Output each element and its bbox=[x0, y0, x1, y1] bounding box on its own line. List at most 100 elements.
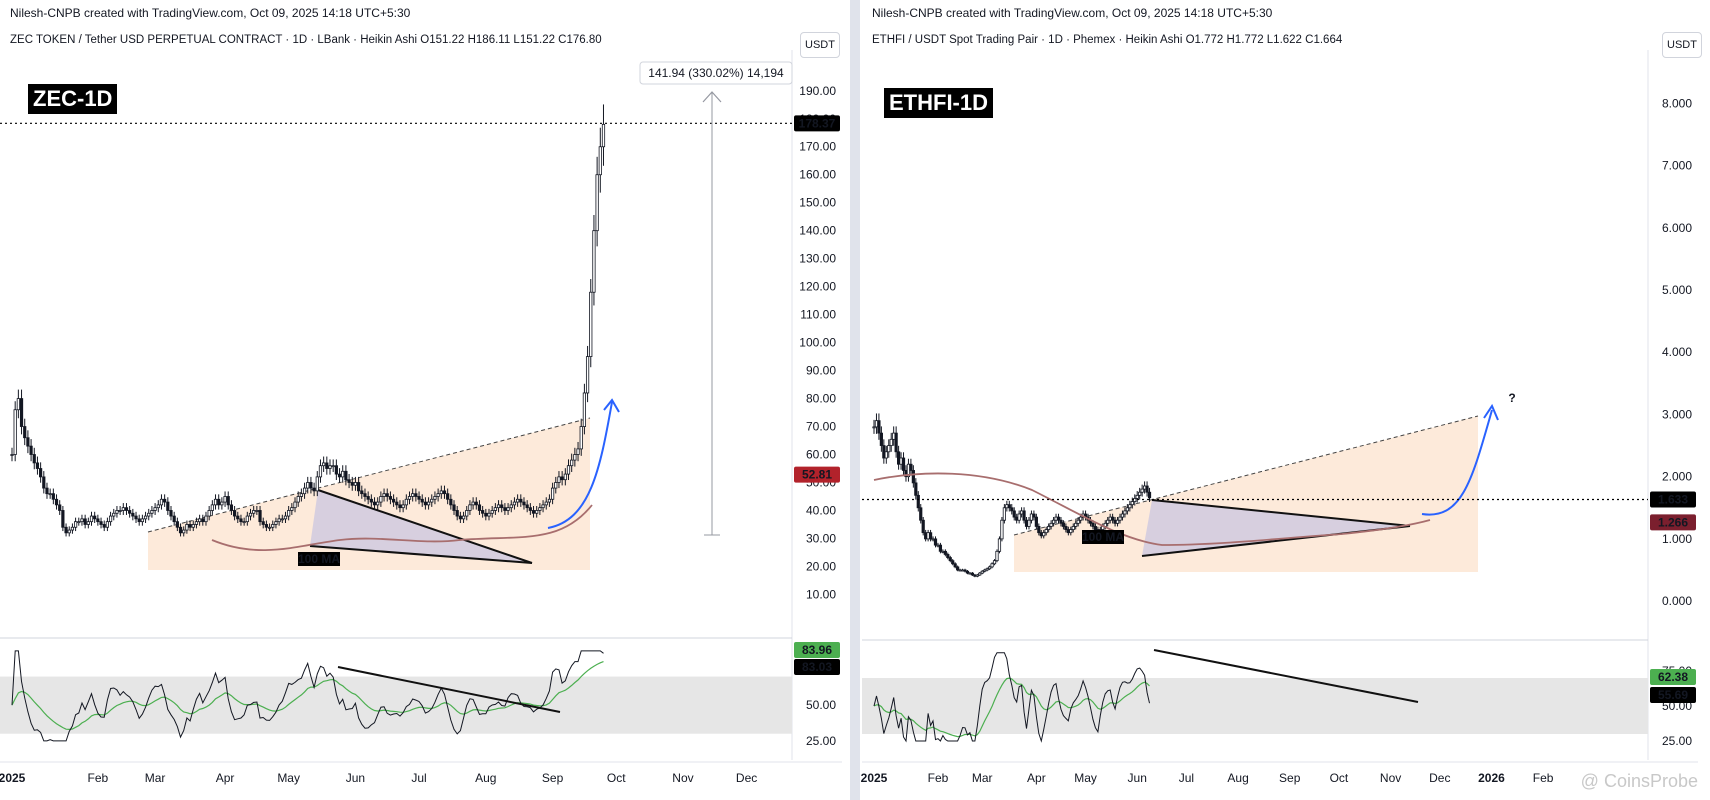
candle-body bbox=[948, 557, 952, 562]
candle-body bbox=[395, 501, 399, 506]
candle-body bbox=[236, 515, 240, 520]
time-tick-label: Sep bbox=[542, 771, 564, 785]
candle-body bbox=[1091, 522, 1095, 527]
candle-body bbox=[953, 563, 957, 568]
candle-body bbox=[872, 426, 876, 429]
currency-button[interactable]: USDT bbox=[1662, 32, 1702, 58]
candle-body bbox=[963, 569, 967, 572]
candle-body bbox=[19, 398, 24, 427]
candle-body bbox=[1064, 526, 1068, 530]
candle-body bbox=[1113, 519, 1117, 524]
candle-body bbox=[1118, 516, 1122, 521]
candle-body bbox=[1147, 491, 1152, 499]
candle-body bbox=[191, 524, 195, 528]
candle-body bbox=[938, 544, 943, 552]
rsi-badge bbox=[794, 642, 840, 658]
candle-body bbox=[1140, 488, 1144, 493]
watermark: @ CoinsProbe bbox=[1580, 771, 1698, 791]
candle-body bbox=[299, 493, 303, 497]
currency-button[interactable]: USDT bbox=[800, 32, 840, 58]
candle-body bbox=[93, 515, 97, 520]
projection-arrow bbox=[1421, 409, 1493, 516]
price-badge-text: 52.81 bbox=[802, 468, 832, 482]
candle-body bbox=[1125, 507, 1129, 512]
candle-body bbox=[1128, 504, 1132, 509]
candle-body bbox=[255, 510, 259, 512]
candle-body bbox=[134, 515, 138, 520]
candle-body bbox=[547, 498, 552, 503]
rsi-badge bbox=[1650, 669, 1696, 685]
price-tick-label: 6.000 bbox=[1662, 221, 1692, 235]
candle-body bbox=[879, 432, 883, 446]
price-tick-label: 3.000 bbox=[1662, 407, 1692, 421]
candle-body bbox=[83, 518, 87, 525]
candle-body bbox=[23, 426, 27, 439]
candle-body bbox=[271, 524, 275, 528]
candle-body bbox=[296, 496, 300, 503]
candle-body bbox=[118, 510, 122, 512]
candle-body bbox=[210, 504, 214, 511]
time-tick-label: Apr bbox=[216, 771, 235, 785]
candle-body bbox=[293, 501, 297, 509]
candle-body bbox=[990, 563, 994, 568]
candle-body bbox=[115, 510, 119, 514]
time-tick-label: Aug bbox=[1227, 771, 1248, 785]
price-tick-label: 10.00 bbox=[806, 587, 836, 601]
rsi-badge-text: 83.96 bbox=[802, 643, 832, 657]
candle-body bbox=[1049, 522, 1053, 527]
candle-body bbox=[1054, 516, 1058, 521]
time-tick-label: 2025 bbox=[861, 771, 888, 785]
candle-body bbox=[331, 465, 335, 468]
candle-body bbox=[67, 529, 71, 534]
candle-body bbox=[96, 518, 100, 523]
candle-body bbox=[557, 476, 561, 483]
zec-chart-svg: 190.00180.00170.00160.00150.00140.00130.… bbox=[0, 50, 842, 785]
price-tick-label: 100.00 bbox=[799, 336, 836, 350]
price-badge bbox=[794, 466, 840, 483]
candle-body bbox=[207, 510, 211, 517]
rsi-trendline bbox=[1153, 649, 1419, 703]
candle-body bbox=[1123, 510, 1127, 515]
panel-divider[interactable] bbox=[850, 0, 860, 800]
candle-body bbox=[1039, 532, 1043, 537]
candle-body bbox=[897, 451, 901, 465]
candle-body bbox=[973, 574, 977, 577]
candle-body bbox=[404, 498, 408, 506]
candle-body bbox=[283, 515, 288, 520]
candle-body bbox=[344, 470, 348, 481]
candle-body bbox=[1076, 519, 1080, 524]
candle-body bbox=[889, 438, 893, 446]
time-tick-label: Oct bbox=[607, 771, 626, 785]
measure-arrow-head bbox=[702, 91, 722, 103]
candle-body bbox=[376, 501, 380, 506]
projection-arrow-head bbox=[603, 398, 620, 413]
candle-body bbox=[32, 454, 36, 464]
candle-body bbox=[931, 538, 935, 541]
candle-body bbox=[341, 470, 345, 478]
candle-body bbox=[264, 524, 269, 528]
candle-body bbox=[347, 479, 351, 483]
candle-body bbox=[960, 569, 965, 572]
candle-body bbox=[1120, 513, 1125, 518]
candle-body bbox=[232, 510, 237, 517]
candle-body bbox=[369, 498, 373, 503]
candle-body bbox=[309, 482, 313, 489]
ma-100-line bbox=[873, 472, 1431, 546]
candle-body bbox=[112, 512, 116, 517]
ma-100-line bbox=[211, 504, 593, 551]
symbol-info-line: ETHFI / USDT Spot Trading Pair · 1D · Ph… bbox=[872, 34, 1343, 46]
candle-body bbox=[39, 468, 43, 478]
candle-body bbox=[245, 515, 249, 523]
candle-body bbox=[995, 550, 999, 562]
price-badge bbox=[794, 115, 840, 132]
candle-body bbox=[439, 490, 443, 495]
candle-body bbox=[252, 510, 256, 514]
candle-body bbox=[70, 526, 75, 531]
candle-body bbox=[936, 544, 940, 547]
candle-body bbox=[306, 482, 310, 489]
price-tick-label: 40.00 bbox=[806, 503, 836, 517]
candle-body bbox=[978, 572, 982, 576]
candle-body bbox=[452, 504, 456, 511]
candle-body bbox=[892, 432, 896, 440]
candle-body bbox=[26, 437, 30, 447]
